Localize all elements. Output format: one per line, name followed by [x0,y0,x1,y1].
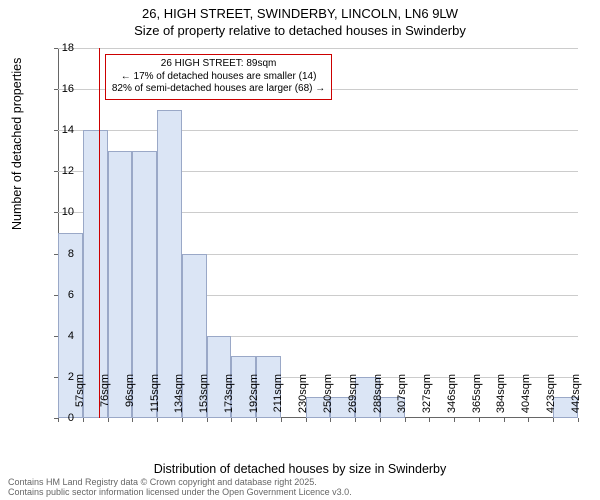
x-tick-label: 192sqm [248,374,260,424]
x-tick-label: 307sqm [396,374,408,424]
annotation-line-1: 26 HIGH STREET: 89sqm [112,58,325,71]
reference-line [99,48,100,418]
grid-line [58,48,578,49]
annotation-line-2: ← 17% of detached houses are smaller (14… [112,71,325,84]
y-axis-title: Number of detached properties [10,58,24,230]
x-tick-label: 211sqm [272,374,284,424]
plot-area: 26 HIGH STREET: 89sqm← 17% of detached h… [58,48,578,418]
y-tick-label: 12 [44,165,74,177]
title-line-1: 26, HIGH STREET, SWINDERBY, LINCOLN, LN6… [0,6,600,21]
x-tick-label: 96sqm [124,374,136,424]
histogram-bar [157,110,182,418]
footer-line-2: Contains public sector information licen… [8,488,352,498]
x-tick-label: 173sqm [223,374,235,424]
y-tick-label: 18 [44,42,74,54]
x-tick-label: 288sqm [372,374,384,424]
chart-title: 26, HIGH STREET, SWINDERBY, LINCOLN, LN6… [0,6,600,38]
x-tick-label: 423sqm [545,374,557,424]
y-tick-label: 2 [44,371,74,383]
x-tick-label: 269sqm [347,374,359,424]
x-tick-label: 404sqm [520,374,532,424]
grid-line [58,130,578,131]
y-tick-label: 0 [44,412,74,424]
x-tick-label: 327sqm [421,374,433,424]
x-tick-label: 57sqm [74,374,86,424]
x-tick-label: 365sqm [471,374,483,424]
x-axis-title: Distribution of detached houses by size … [0,462,600,476]
x-tick-label: 346sqm [446,374,458,424]
x-tick-label: 442sqm [570,374,582,424]
title-line-2: Size of property relative to detached ho… [0,23,600,38]
x-tick-label: 230sqm [297,374,309,424]
x-tick-label: 115sqm [149,374,161,424]
y-tick-label: 10 [44,206,74,218]
chart-container: 26, HIGH STREET, SWINDERBY, LINCOLN, LN6… [0,0,600,500]
x-tick-label: 76sqm [99,374,111,424]
y-tick-label: 14 [44,124,74,136]
footer-attribution: Contains HM Land Registry data © Crown c… [8,478,352,498]
annotation-line-3: 82% of semi-detached houses are larger (… [112,83,325,96]
annotation-box: 26 HIGH STREET: 89sqm← 17% of detached h… [105,54,332,100]
y-tick-label: 16 [44,83,74,95]
y-tick-label: 4 [44,330,74,342]
y-tick-label: 6 [44,289,74,301]
x-tick-label: 134sqm [173,374,185,424]
x-tick-label: 384sqm [495,374,507,424]
x-tick-label: 153sqm [198,374,210,424]
x-tick-label: 250sqm [322,374,334,424]
y-tick-label: 8 [44,248,74,260]
